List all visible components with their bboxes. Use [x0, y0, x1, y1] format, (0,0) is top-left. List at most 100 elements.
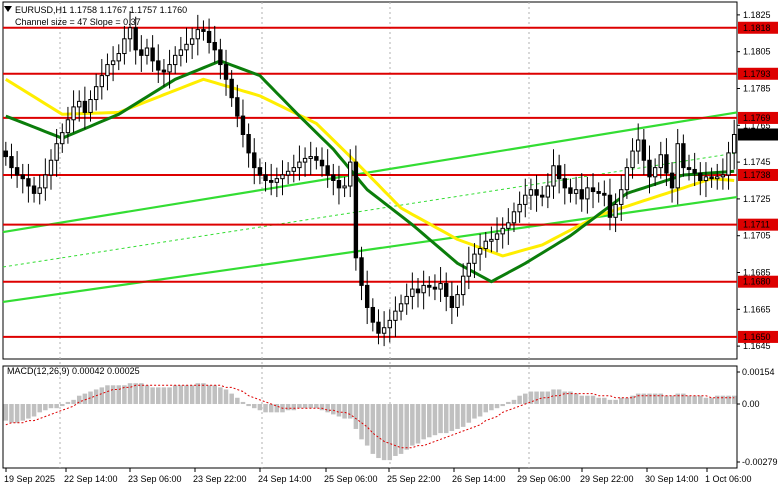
macd-histogram-bar — [218, 387, 223, 405]
time-tick-label: 29 Sep 06:00 — [517, 474, 571, 484]
macd-histogram-bar — [122, 385, 127, 405]
price-tick-label: 1.1665 — [743, 304, 771, 314]
macd-histogram-bar — [506, 401, 511, 405]
candle-body — [658, 154, 663, 169]
macd-histogram-bar — [342, 404, 347, 419]
candle-body — [489, 238, 494, 242]
macd-histogram-bar — [562, 391, 568, 405]
level-tag — [738, 67, 778, 80]
level-tag — [738, 111, 778, 124]
candle-body — [156, 60, 161, 71]
macd-histogram-bar — [189, 385, 195, 405]
candle-body — [686, 167, 692, 170]
candle-body — [415, 288, 421, 294]
macd-histogram-bar — [393, 404, 398, 456]
macd-pane-frame — [2, 365, 738, 469]
macd-histogram-bar — [26, 404, 31, 419]
macd-tick-label: 0.00 — [742, 399, 760, 409]
candle-body — [178, 49, 184, 56]
candle-body — [715, 176, 720, 180]
macd-histogram-bar — [201, 383, 206, 405]
candle-body — [562, 178, 567, 189]
candle-body — [201, 29, 206, 32]
macd-histogram-bar — [675, 393, 680, 405]
candle-body — [82, 100, 88, 113]
macd-histogram-bar — [517, 395, 522, 405]
candle-body — [173, 54, 178, 66]
candle-body — [144, 47, 150, 56]
macd-histogram-bar — [93, 389, 99, 405]
time-tick-label: 19 Sep 2025 — [4, 474, 55, 484]
candle-body — [342, 185, 347, 189]
price-tick-label: 1.1825 — [743, 10, 771, 20]
candle-body — [421, 284, 426, 294]
candle-body — [229, 78, 234, 99]
macd-histogram-bar — [579, 395, 584, 405]
macd-histogram-bar — [652, 393, 658, 405]
macd-histogram-bar — [720, 395, 726, 405]
macd-histogram-bar — [709, 397, 714, 405]
price-tick-label: 1.1645 — [743, 341, 771, 351]
candle-body — [641, 139, 647, 161]
candle-body — [370, 306, 376, 323]
candle-body — [212, 41, 217, 51]
channel-midline — [2, 152, 738, 268]
candle-body — [568, 187, 573, 194]
macd-histogram-bar — [178, 385, 184, 405]
macd-histogram-bar — [483, 404, 489, 413]
candle-body — [20, 174, 25, 180]
candle-body — [223, 64, 229, 80]
candle-body — [37, 187, 42, 194]
candle-body — [88, 99, 93, 113]
macd-histogram-bar — [698, 395, 703, 405]
candle-body — [218, 49, 223, 66]
macd-histogram-bar — [314, 404, 319, 409]
macd-histogram-bar — [596, 397, 601, 405]
macd-histogram-bar — [438, 404, 443, 434]
macd-histogram-bar — [398, 404, 404, 454]
macd-histogram-bar — [302, 404, 308, 409]
level-tag-label: 1.1650 — [743, 332, 771, 342]
macd-histogram-bar — [669, 395, 675, 405]
macd-histogram-bar — [65, 401, 71, 405]
macd-histogram-bar — [291, 404, 297, 411]
chart-menu-icon[interactable] — [4, 6, 12, 12]
macd-histogram-bar — [71, 399, 76, 405]
candle-body — [698, 172, 703, 181]
price-tick-label: 1.1725 — [743, 194, 771, 204]
macd-histogram-bar — [167, 387, 172, 405]
candle-body — [359, 257, 364, 286]
macd-histogram-bar — [150, 387, 155, 405]
macd-histogram-bar — [263, 404, 268, 413]
candle-body — [675, 143, 680, 189]
candle-body — [590, 187, 596, 193]
macd-histogram-bar — [618, 397, 624, 405]
macd-histogram-bar — [99, 387, 105, 405]
candle-body — [65, 119, 71, 134]
candle-body — [460, 275, 466, 296]
candle-body — [331, 174, 336, 182]
macd-histogram-bar — [240, 401, 246, 405]
candle-body — [585, 187, 590, 200]
candle-body — [517, 203, 522, 213]
macd-histogram-bar — [161, 387, 167, 405]
macd-histogram-bar — [421, 404, 426, 440]
macd-histogram-bar — [443, 404, 449, 434]
macd-histogram-bar — [274, 404, 280, 413]
macd-histogram-bar — [641, 393, 647, 405]
macd-histogram-bar — [308, 404, 313, 409]
level-tag-label: 1.1711 — [743, 220, 770, 230]
macd-histogram-bar — [568, 391, 573, 405]
candle-body — [285, 170, 291, 176]
macd-histogram-bar — [539, 391, 545, 405]
price-tick-label: 1.1745 — [743, 157, 771, 167]
candle-body — [297, 161, 302, 169]
time-tick-label: 23 Sep 06:00 — [128, 474, 182, 484]
candle-body — [274, 178, 280, 183]
macd-histogram-bar — [257, 404, 263, 411]
candle-body — [336, 180, 342, 189]
candle-body — [257, 167, 263, 176]
macd-histogram-bar — [251, 404, 257, 409]
